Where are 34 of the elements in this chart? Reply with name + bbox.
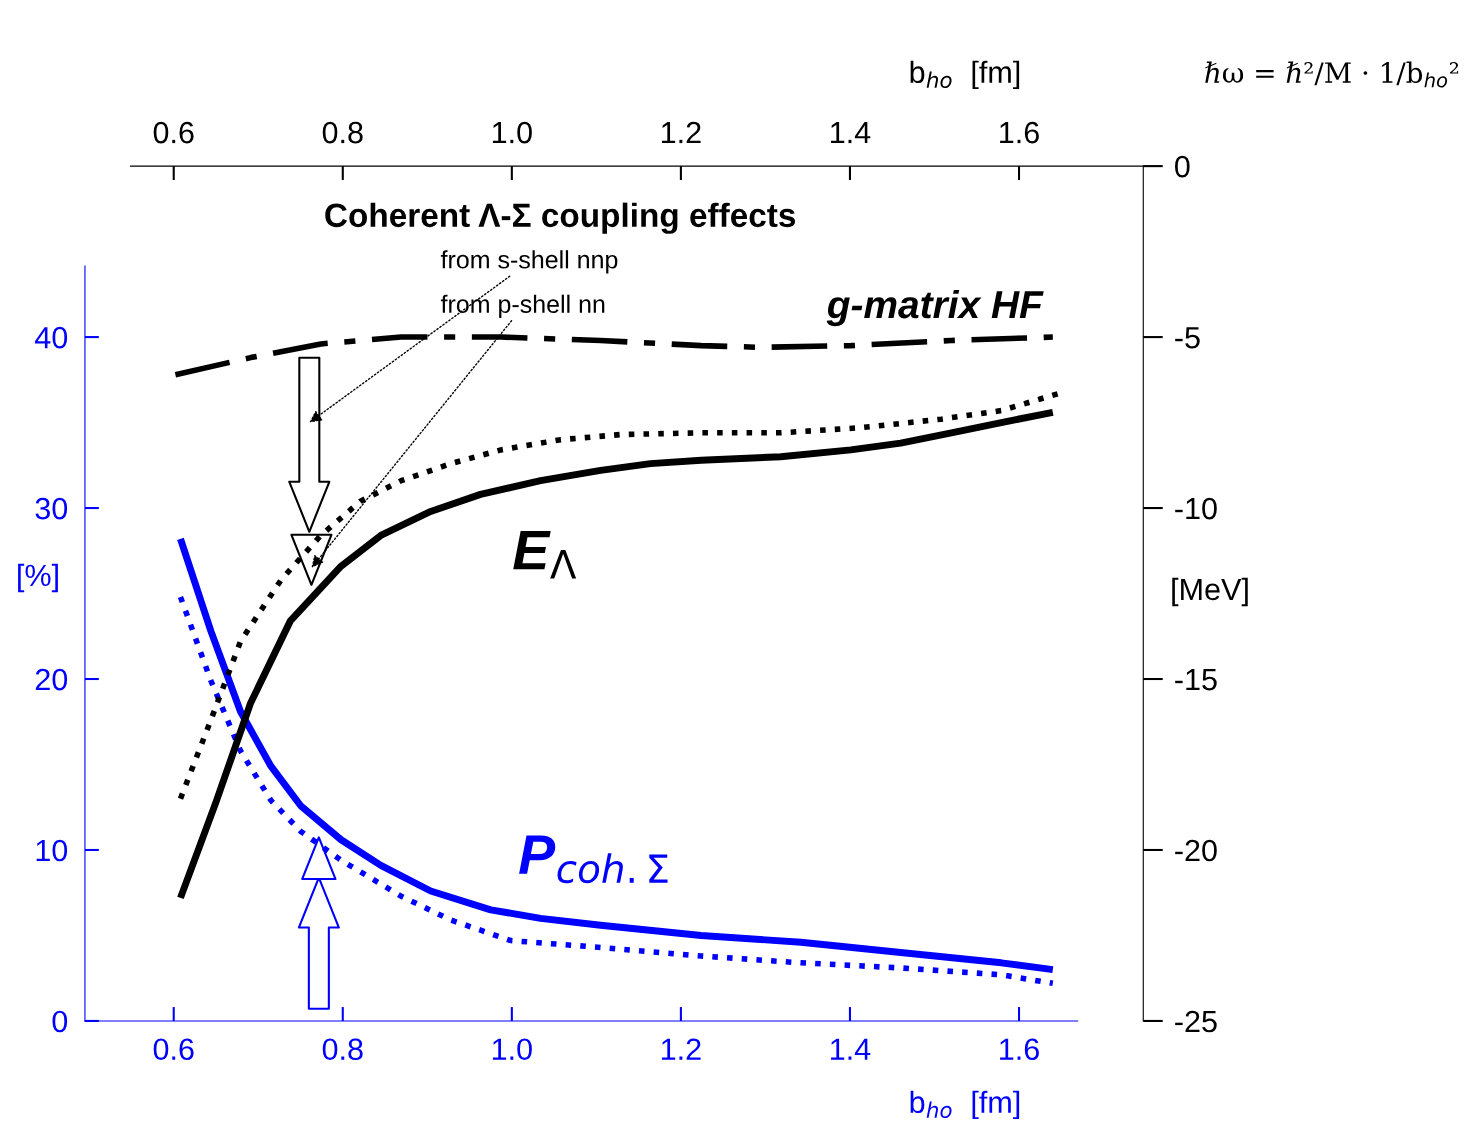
x2-axis-title: b$_{ho}$ [fm] <box>910 60 1020 90</box>
x2-tick-label: 1.2 <box>661 121 701 144</box>
y-tick-label: 20 <box>35 668 68 691</box>
x-tick-label: 1.4 <box>831 1038 871 1060</box>
y2-tick-label: -25 <box>1175 1010 1217 1033</box>
x-tick-label: 1.0 <box>492 1038 532 1061</box>
annotation: from p-shell nn <box>440 294 605 318</box>
x2-tick-label: 0.6 <box>153 121 194 144</box>
x-tick-label: 1.2 <box>661 1038 701 1060</box>
x2-tick-label: 1.0 <box>492 121 532 144</box>
y-tick-label: 40 <box>35 326 68 349</box>
text: Coherent Λ-Σ coupling effects <box>325 202 796 234</box>
y2-tick-label: -15 <box>1175 669 1217 691</box>
annotation: from s-shell nnp <box>440 250 618 274</box>
x2-tick-label: 1.4 <box>831 122 871 144</box>
x-axis-title: b$_{ho}$ [fm] <box>910 1090 1020 1120</box>
y-tick-label: 10 <box>36 839 68 862</box>
y-axis-title: [%] <box>18 563 58 593</box>
x-tick-label: 0.8 <box>322 1038 363 1061</box>
x-tick-label: 0.6 <box>153 1038 194 1061</box>
y2-tick-label: 0 <box>1175 155 1190 178</box>
series-label: P$_{coh.Σ}$ <box>519 835 668 884</box>
x2-tick-label: 1.6 <box>1000 121 1039 144</box>
series-label: g-matrix HF <box>826 289 1044 327</box>
series-label: E$_{Λ}$ <box>513 531 577 579</box>
y2-tick-label: -5 <box>1175 327 1200 349</box>
x-tick-label: 1.6 <box>1000 1038 1039 1061</box>
text: ℏω = ℏ²/M · 1/b$_{ho}$² <box>1205 61 1459 88</box>
y2-axis-title: [MeV] <box>1172 577 1248 607</box>
x2-tick-label: 0.8 <box>322 121 363 144</box>
y-tick-label: 30 <box>35 497 68 520</box>
y2-tick-label: -10 <box>1175 497 1217 520</box>
y2-tick-label: -20 <box>1175 839 1217 862</box>
y-tick-label: 0 <box>52 1010 68 1033</box>
